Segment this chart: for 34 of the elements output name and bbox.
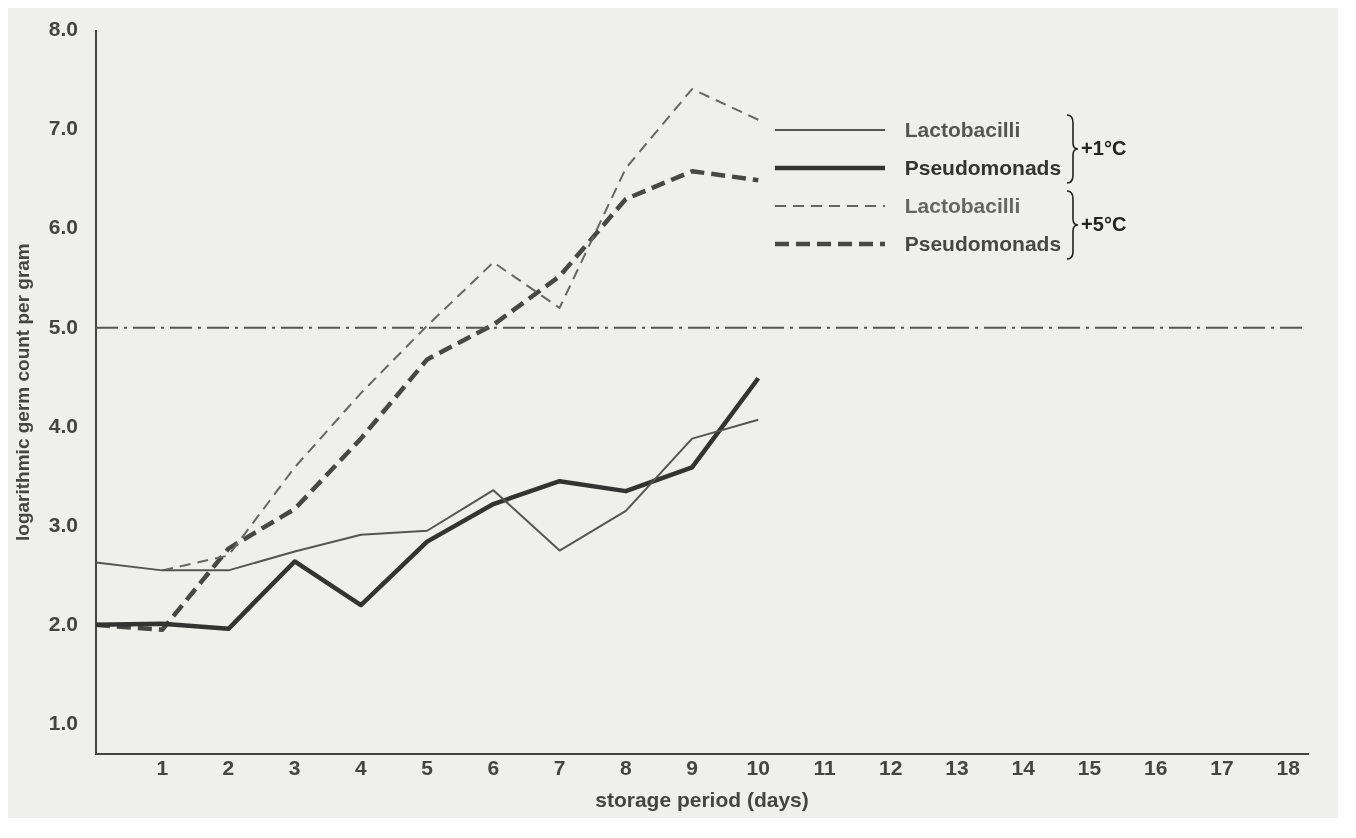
y-tick-label: 1.0 bbox=[48, 710, 78, 734]
x-tick-label: 4 bbox=[355, 756, 368, 779]
x-tick-label: 7 bbox=[553, 756, 566, 779]
x-tick-label: 1 bbox=[156, 756, 169, 779]
y-tick-label: 3.0 bbox=[48, 512, 78, 536]
x-tick-label: 10 bbox=[746, 756, 770, 779]
y-tick-label: 8.0 bbox=[48, 17, 78, 41]
x-tick-label: 16 bbox=[1143, 756, 1168, 779]
text: Pseudomonads bbox=[904, 155, 1062, 180]
x-tick-label: 2 bbox=[222, 756, 235, 779]
text: Lactobacilli bbox=[904, 117, 1021, 142]
annotation: +1°C bbox=[1081, 137, 1127, 161]
x-tick-label: 15 bbox=[1077, 756, 1102, 779]
y-tick-label: 2.0 bbox=[48, 611, 78, 635]
x-tick-label: 3 bbox=[288, 756, 301, 779]
y-tick-label: 4.0 bbox=[48, 413, 78, 437]
x-tick-label: 13 bbox=[945, 756, 969, 779]
x-tick-label: 11 bbox=[813, 756, 836, 779]
x-tick-label: 5 bbox=[421, 756, 434, 779]
x-tick-label: 6 bbox=[487, 756, 500, 779]
x-axis-title: storage period (days) bbox=[595, 788, 809, 812]
x-tick-label: 9 bbox=[686, 756, 698, 779]
text: Pseudomonads bbox=[904, 231, 1062, 256]
y-tick-label: 6.0 bbox=[48, 215, 78, 239]
y-tick-label: 7.0 bbox=[48, 116, 78, 140]
y-tick-label: 5.0 bbox=[48, 314, 78, 338]
x-tick-label: 8 bbox=[619, 756, 632, 779]
y-axis-title: logarithmic germ count per gram bbox=[11, 243, 33, 541]
annotation: +5°C bbox=[1081, 213, 1127, 237]
text: Lactobacilli bbox=[904, 193, 1021, 218]
x-tick-label: 17 bbox=[1210, 756, 1234, 779]
x-tick-label: 12 bbox=[879, 756, 903, 779]
x-tick-label: 14 bbox=[1011, 756, 1036, 779]
x-tick-label: 18 bbox=[1276, 756, 1301, 779]
